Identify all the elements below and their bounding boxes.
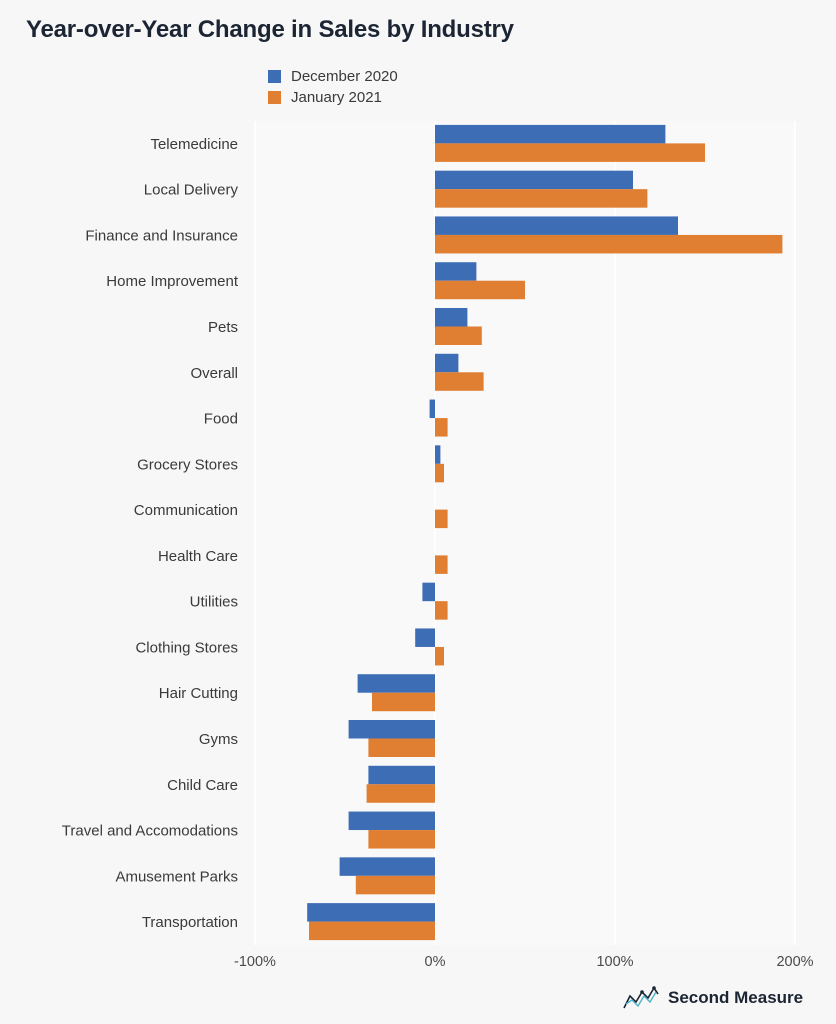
category-label: Utilities <box>190 594 238 611</box>
category-label: Overall <box>190 365 238 382</box>
bar-january-2021 <box>368 830 435 849</box>
category-label: Child Care <box>167 777 238 794</box>
category-label: Home Improvement <box>106 273 239 290</box>
bar-january-2021 <box>435 234 783 254</box>
category-label: Communication <box>134 502 238 519</box>
legend-item-december-2020: December 2020 <box>268 66 398 87</box>
bar-december-2020 <box>435 124 666 144</box>
category-label: Grocery Stores <box>137 456 238 473</box>
bar-december-2020 <box>348 720 435 739</box>
line-chart-logo-icon <box>623 986 659 1009</box>
bar-january-2021 <box>355 875 435 895</box>
bar-january-2021 <box>366 784 435 803</box>
bar-december-2020 <box>348 811 435 831</box>
x-tick-label: 200% <box>776 954 813 970</box>
bar-december-2020 <box>429 399 435 419</box>
bar-january-2021 <box>435 326 482 345</box>
category-label: Gyms <box>199 731 238 748</box>
category-label: Travel and Accomodations <box>62 823 238 840</box>
bar-december-2020 <box>339 857 435 876</box>
bar-january-2021 <box>435 372 484 391</box>
bar-december-2020 <box>307 903 435 922</box>
bar-january-2021 <box>435 463 444 483</box>
brand-name: Second Measure <box>668 988 804 1007</box>
plot-area <box>255 121 795 945</box>
bar-january-2021 <box>372 692 435 712</box>
bar-december-2020 <box>422 582 435 602</box>
bar-december-2020 <box>415 628 435 647</box>
legend-label-january-2021: January 2021 <box>291 89 382 106</box>
legend-swatch-january-2021 <box>268 91 281 104</box>
bar-january-2021 <box>309 921 435 941</box>
category-label: Finance and Insurance <box>85 227 238 244</box>
bar-january-2021 <box>435 646 444 666</box>
legend: December 2020 January 2021 <box>268 66 398 108</box>
legend-label-december-2020: December 2020 <box>291 68 398 85</box>
x-tick-label: 0% <box>425 954 446 970</box>
category-label: Telemedicine <box>150 136 238 153</box>
x-tick-label: -100% <box>234 954 276 970</box>
legend-swatch-december-2020 <box>268 70 281 83</box>
legend-item-january-2021: January 2021 <box>268 87 398 108</box>
bar-december-2020 <box>435 445 441 464</box>
bar-december-2020 <box>435 262 477 281</box>
bar-january-2021 <box>435 509 448 529</box>
category-label: Amusement Parks <box>115 868 238 885</box>
bar-december-2020 <box>435 353 459 373</box>
category-label: Local Delivery <box>144 182 239 199</box>
bar-december-2020 <box>435 170 633 190</box>
bar-january-2021 <box>435 555 448 574</box>
category-label: Clothing Stores <box>135 639 238 656</box>
bar-january-2021 <box>435 189 648 208</box>
brand-logo: Second Measure <box>622 984 803 1012</box>
category-label: Hair Cutting <box>159 685 238 702</box>
bar-december-2020 <box>357 674 435 693</box>
category-label: Food <box>204 411 238 428</box>
bar-january-2021 <box>435 280 525 300</box>
bar-january-2021 <box>368 738 435 757</box>
bar-january-2021 <box>435 601 448 620</box>
bar-december-2020 <box>368 765 435 785</box>
bar-december-2020 <box>435 308 468 327</box>
x-tick-label: 100% <box>596 954 633 970</box>
category-label: Health Care <box>158 548 238 565</box>
bar-december-2020 <box>435 216 678 235</box>
bar-january-2021 <box>435 418 448 437</box>
category-label: Transportation <box>142 914 238 931</box>
category-label: Pets <box>208 319 238 336</box>
chart-title: Year-over-Year Change in Sales by Indust… <box>26 16 514 43</box>
bar-january-2021 <box>435 143 705 162</box>
